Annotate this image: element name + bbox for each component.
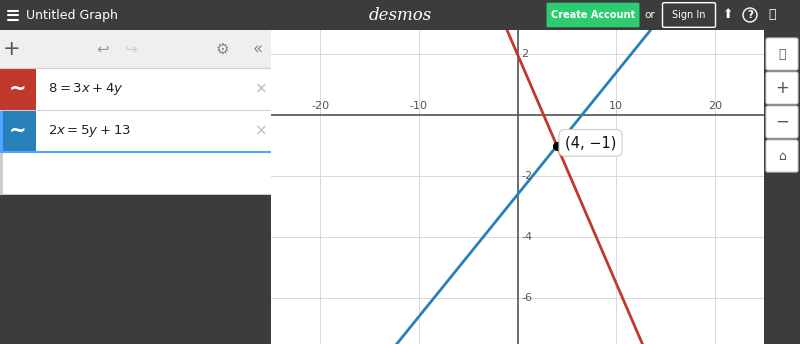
Text: -2: -2 (522, 171, 533, 181)
Text: ~: ~ (9, 79, 27, 99)
FancyBboxPatch shape (546, 3, 639, 27)
Text: «: « (252, 40, 262, 58)
Text: $2x = 5y + 13$: $2x = 5y + 13$ (48, 123, 131, 139)
Bar (0, 110, 271, 152)
Text: desmos: desmos (368, 7, 432, 23)
Bar (0, 30, 271, 68)
Bar (0, 68, 271, 110)
Text: ↪: ↪ (124, 42, 137, 56)
Text: Create Account: Create Account (551, 10, 635, 20)
Text: Untitled Graph: Untitled Graph (26, 9, 118, 21)
FancyBboxPatch shape (766, 38, 798, 70)
Text: $8 = 3x + 4y$: $8 = 3x + 4y$ (48, 81, 124, 97)
FancyBboxPatch shape (766, 140, 798, 172)
FancyBboxPatch shape (766, 72, 798, 104)
Text: ⌂: ⌂ (778, 150, 786, 162)
Text: +: + (775, 79, 789, 97)
Text: ×: × (254, 123, 267, 139)
Text: or: or (645, 10, 655, 20)
Text: −: − (775, 113, 789, 131)
Text: 10: 10 (609, 101, 623, 111)
Bar (0, 152, 3, 194)
Text: ×: × (254, 82, 267, 97)
FancyBboxPatch shape (766, 106, 798, 138)
Text: -6: -6 (522, 293, 533, 303)
Text: -10: -10 (410, 101, 428, 111)
Text: 🔧: 🔧 (778, 47, 786, 61)
Text: ↩: ↩ (97, 42, 110, 56)
Text: (4, −1): (4, −1) (565, 136, 616, 150)
Text: -4: -4 (522, 232, 533, 242)
Bar (0, 152, 271, 194)
Text: ⚙: ⚙ (215, 42, 229, 56)
Text: +: + (3, 39, 21, 59)
Text: Sign In: Sign In (672, 10, 706, 20)
Text: 20: 20 (708, 101, 722, 111)
Bar (0, 110, 3, 152)
Text: -20: -20 (311, 101, 330, 111)
Text: 🌐: 🌐 (768, 9, 776, 21)
Text: 2: 2 (522, 50, 529, 60)
FancyBboxPatch shape (0, 68, 36, 110)
FancyBboxPatch shape (0, 110, 36, 152)
Text: ~: ~ (9, 121, 27, 141)
Text: ?: ? (747, 10, 753, 20)
Text: ⬆: ⬆ (722, 9, 734, 21)
